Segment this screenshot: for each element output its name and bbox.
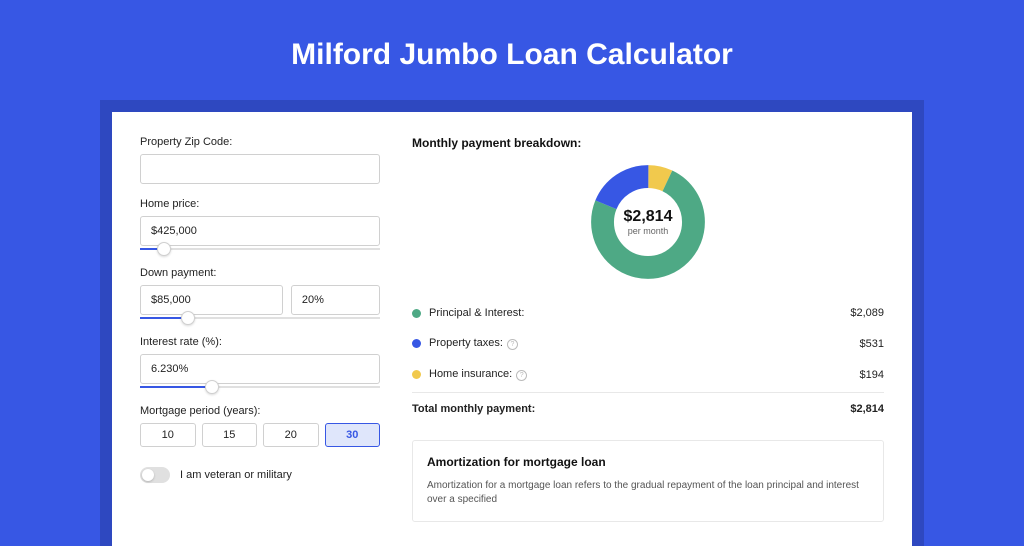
period-btn-10[interactable]: 10 [140, 423, 196, 447]
slider-thumb[interactable] [157, 242, 171, 256]
slider-thumb[interactable] [181, 311, 195, 325]
total-row: Total monthly payment: $2,814 [412, 392, 884, 424]
total-value: $2,814 [850, 403, 884, 415]
mortgage-period-group: 10152030 [140, 423, 380, 447]
line-item-label: Principal & Interest: [429, 307, 850, 319]
line-item-label: Property taxes:? [429, 337, 860, 350]
line-item: Home insurance:?$194 [412, 359, 884, 390]
period-btn-30[interactable]: 30 [325, 423, 381, 447]
line-item-label: Home insurance:? [429, 368, 860, 381]
legend-dot [412, 370, 421, 379]
home-price-label: Home price: [140, 198, 380, 210]
veteran-label: I am veteran or military [180, 469, 292, 481]
down-payment-label: Down payment: [140, 267, 380, 279]
mortgage-period-label: Mortgage period (years): [140, 405, 380, 417]
donut-chart-wrap: $2,814 per month [412, 162, 884, 282]
legend-dot [412, 309, 421, 318]
down-payment-slider[interactable] [140, 314, 380, 322]
down-payment-pct-input[interactable] [291, 285, 380, 315]
breakdown-title: Monthly payment breakdown: [412, 136, 884, 150]
card-shadow: Property Zip Code: Home price: Down paym… [100, 100, 924, 546]
line-item: Property taxes:?$531 [412, 328, 884, 359]
form-column: Property Zip Code: Home price: Down paym… [140, 136, 380, 522]
amortization-text: Amortization for a mortgage loan refers … [427, 479, 869, 507]
period-btn-15[interactable]: 15 [202, 423, 258, 447]
interest-rate-slider[interactable] [140, 383, 380, 391]
donut-center: $2,814 per month [588, 162, 708, 282]
down-payment-amount-input[interactable] [140, 285, 283, 315]
total-label: Total monthly payment: [412, 403, 850, 415]
page-title: Milford Jumbo Loan Calculator [0, 0, 1024, 100]
period-btn-20[interactable]: 20 [263, 423, 319, 447]
home-price-input[interactable] [140, 216, 380, 246]
amortization-title: Amortization for mortgage loan [427, 455, 869, 469]
interest-rate-input[interactable] [140, 354, 380, 384]
zip-label: Property Zip Code: [140, 136, 380, 148]
interest-rate-label: Interest rate (%): [140, 336, 380, 348]
amortization-box: Amortization for mortgage loan Amortizat… [412, 440, 884, 522]
line-item: Principal & Interest:$2,089 [412, 298, 884, 328]
line-item-value: $194 [860, 369, 884, 381]
veteran-row: I am veteran or military [140, 467, 380, 483]
info-icon[interactable]: ? [507, 339, 518, 350]
donut-sub: per month [628, 226, 669, 236]
line-item-value: $531 [860, 338, 884, 350]
info-icon[interactable]: ? [516, 370, 527, 381]
donut-amount: $2,814 [624, 208, 673, 226]
home-price-slider[interactable] [140, 245, 380, 253]
breakdown-column: Monthly payment breakdown: $2,814 per mo… [412, 136, 884, 522]
zip-input[interactable] [140, 154, 380, 184]
veteran-toggle[interactable] [140, 467, 170, 483]
line-item-value: $2,089 [850, 307, 884, 319]
donut-chart: $2,814 per month [588, 162, 708, 282]
legend-dot [412, 339, 421, 348]
slider-thumb[interactable] [205, 380, 219, 394]
calculator-card: Property Zip Code: Home price: Down paym… [112, 112, 912, 546]
toggle-knob [142, 469, 154, 481]
